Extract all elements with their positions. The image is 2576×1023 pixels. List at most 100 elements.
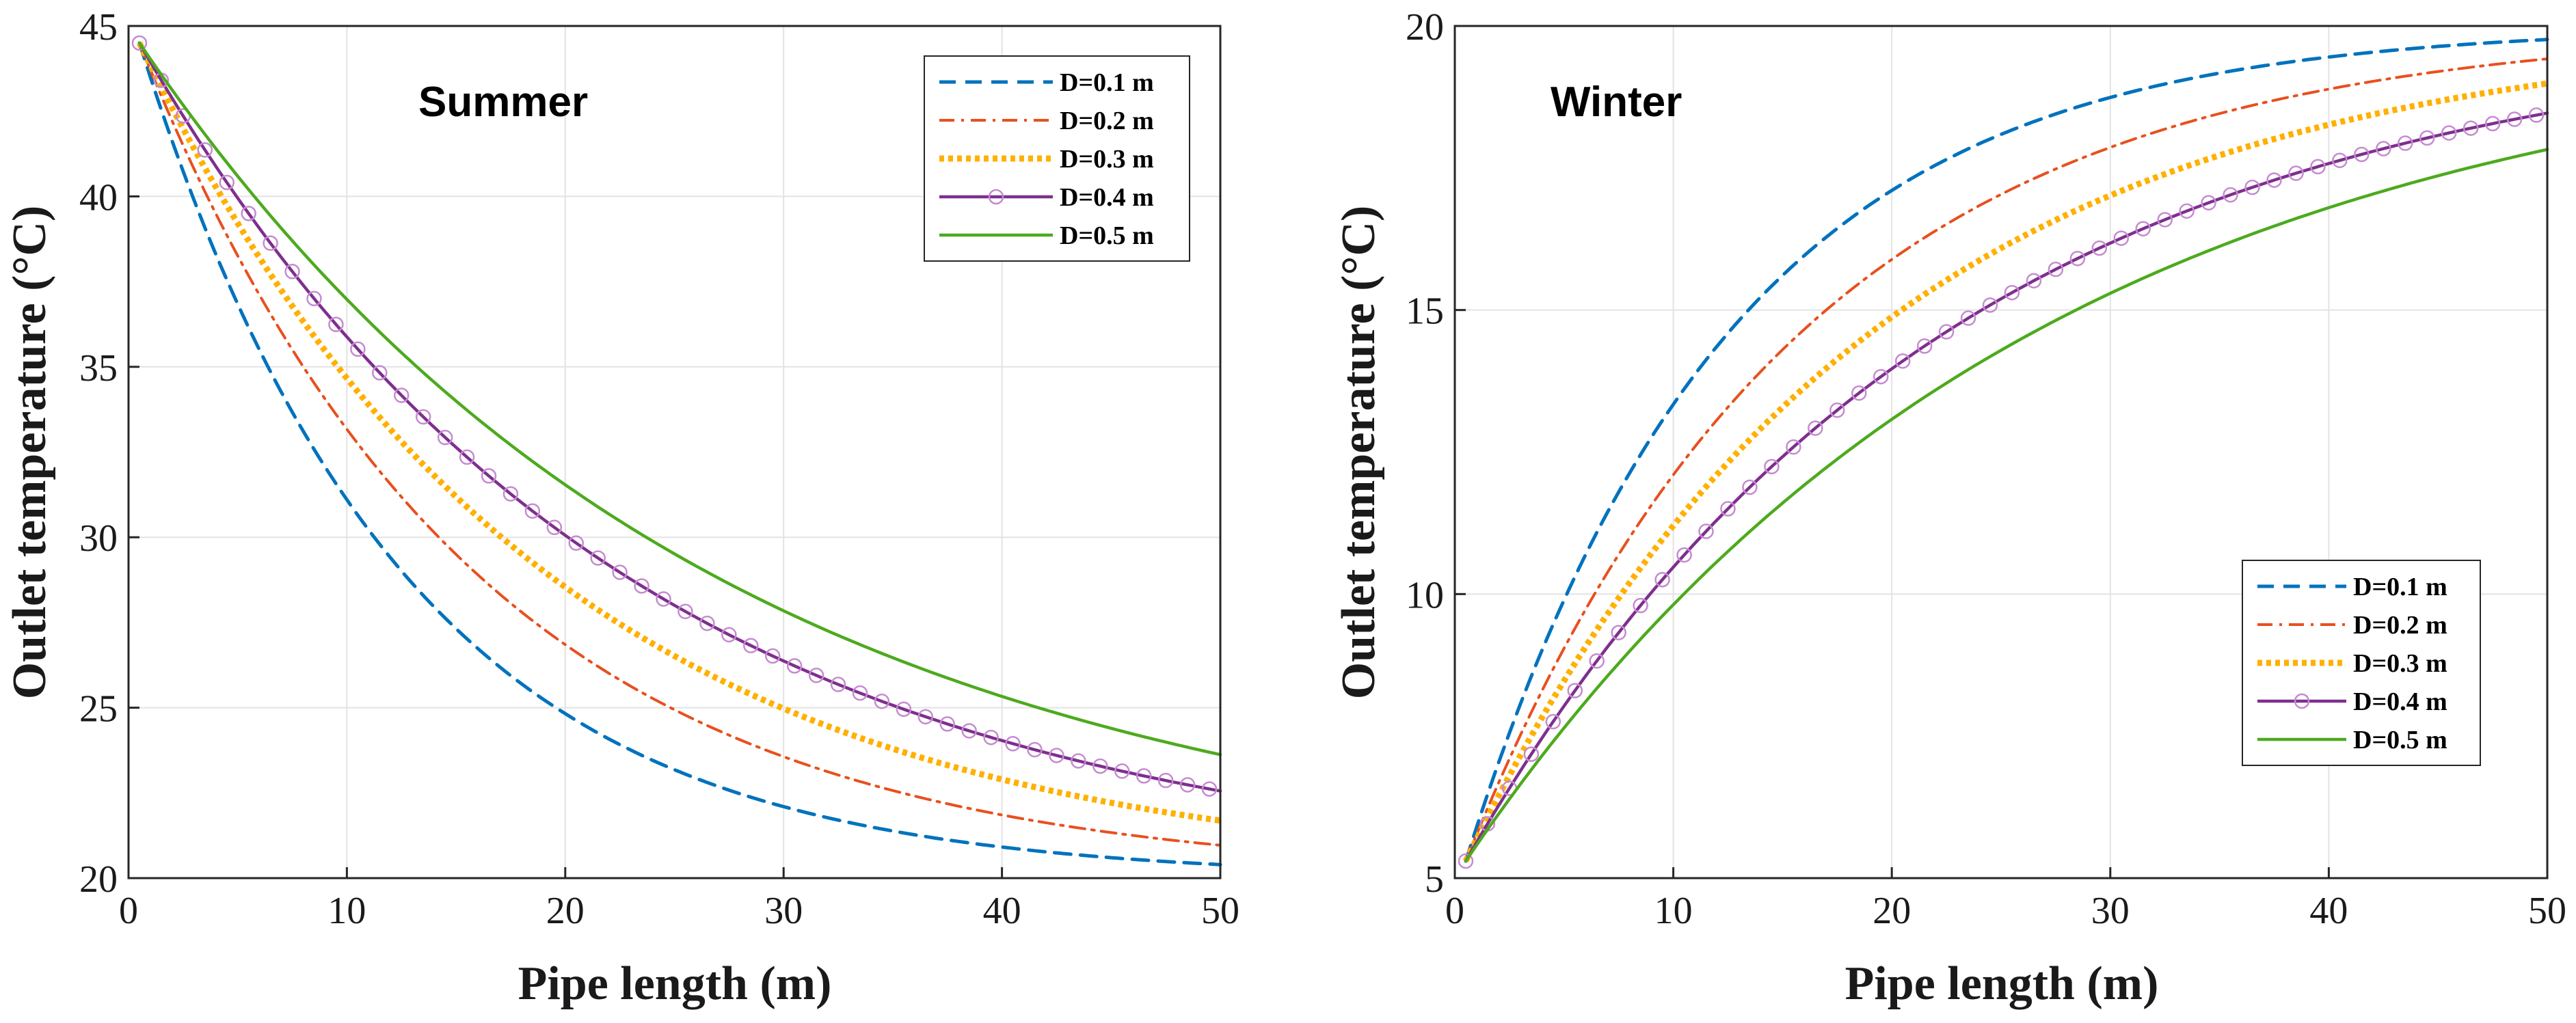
series-marker: [939, 716, 955, 732]
series-marker: [808, 668, 824, 683]
series-marker: [219, 174, 234, 191]
series-marker: [2441, 125, 2457, 141]
series-marker: [1611, 625, 1626, 640]
series-marker: [1873, 368, 1889, 385]
series-marker: [1916, 338, 1933, 354]
series-marker: [2266, 172, 2282, 188]
series-marker: [786, 658, 803, 674]
series-marker: [2463, 120, 2479, 136]
series-marker: [306, 290, 322, 307]
series-marker: [2004, 284, 2020, 301]
legend-label: D=0.3 m: [1060, 145, 1154, 174]
series-marker: [284, 264, 300, 279]
series-marker: [1092, 758, 1108, 774]
x-tick-label: 50: [1201, 890, 1239, 932]
x-tick-label: 40: [2309, 890, 2348, 932]
series-marker: [1654, 571, 1670, 588]
series-marker: [1136, 768, 1152, 784]
series-marker: [2419, 130, 2435, 146]
series-marker: [1589, 653, 1605, 669]
series-marker: [546, 519, 563, 536]
series-line-d-0-1-m: [137, 41, 1222, 867]
series-marker: [2354, 146, 2370, 163]
series-marker: [852, 685, 868, 701]
series-marker: [612, 564, 628, 580]
winter-tick-labels: 0 10 20 30 40 50 5 10 15 20: [1406, 6, 2566, 932]
series-marker: [1071, 753, 1086, 769]
series-marker: [437, 429, 453, 446]
x-tick-label: 50: [2528, 890, 2566, 932]
legend-label: D=0.2 m: [1060, 107, 1154, 135]
series-marker: [568, 535, 585, 551]
series-marker: [917, 709, 934, 725]
series-marker: [1938, 324, 1955, 340]
series-marker: [1894, 353, 1911, 369]
series-marker: [634, 578, 649, 594]
series-line-d-0-5-m: [1464, 148, 2549, 863]
legend-label: D=0.5 m: [1060, 221, 1154, 250]
winter-x-axis-label: Pipe length (m): [1845, 957, 2159, 1010]
series-marker: [1179, 777, 1196, 793]
series-marker: [1982, 297, 1998, 313]
summer-tick-labels: 0 10 20 30 40 50 20 25 30 35 40 45: [79, 6, 1239, 932]
series-line-d-0-1-m: [1464, 38, 2549, 863]
legend-label: D=0.3 m: [2353, 649, 2447, 678]
x-tick-label: 20: [546, 890, 585, 932]
series-marker: [131, 35, 148, 51]
series-marker: [2135, 221, 2151, 236]
y-tick-label: 40: [79, 176, 118, 219]
series-line-d-0-2-m: [138, 41, 1222, 847]
x-tick-label: 40: [983, 890, 1021, 932]
series-marker: [2310, 159, 2326, 175]
y-tick-label: 5: [1425, 858, 1444, 901]
series-marker: [1157, 772, 1174, 789]
series-marker: [2201, 195, 2216, 210]
series-marker: [1720, 501, 1736, 517]
series-marker: [1049, 748, 1064, 763]
summer-series: [131, 35, 1222, 867]
y-tick-label: 15: [1406, 290, 1444, 333]
summer-chart: 0 10 20 30 40 50 20 25 30 35 40 45 Summer Pipe leng…: [3, 6, 1239, 1010]
series-marker: [590, 550, 606, 566]
series-marker: [328, 316, 344, 333]
summer-legend: D=0.1 m D=0.2 m D=0.3 m D=0.4 m D=0.5 m: [924, 55, 1190, 262]
series-marker: [1851, 385, 1867, 401]
series-marker: [961, 723, 977, 739]
legend-label: D=0.4 m: [1060, 183, 1154, 212]
legend-label: D=0.1 m: [1060, 68, 1154, 97]
y-tick-label: 10: [1406, 574, 1444, 616]
summer-plot-frame: [127, 25, 1222, 879]
series-marker: [350, 341, 366, 357]
series-line-d-0-3-m: [1462, 80, 2548, 863]
series-marker: [459, 449, 475, 465]
x-tick-label: 30: [2091, 890, 2130, 932]
series-line-d-0-5-m: [137, 41, 1222, 756]
summer-x-axis-label: Pipe length (m): [518, 957, 832, 1010]
winter-legend-box: [2242, 560, 2481, 766]
series-marker: [1829, 403, 1845, 418]
series-marker: [1567, 683, 1583, 698]
series-marker: [2048, 261, 2064, 277]
series-marker: [263, 235, 278, 251]
series-marker: [394, 387, 410, 403]
y-tick-label: 20: [79, 858, 118, 901]
series-marker: [481, 468, 497, 484]
series-marker: [197, 142, 213, 158]
series-marker: [2484, 115, 2501, 132]
series-marker: [2113, 230, 2130, 246]
series-marker: [2091, 240, 2108, 256]
winter-plot-frame: [1453, 25, 2549, 879]
x-tick-label: 30: [764, 890, 803, 932]
series-marker: [524, 503, 541, 519]
series-line-d-0-2-m: [1464, 57, 2549, 863]
series-marker: [2157, 212, 2173, 228]
x-tick-label: 0: [119, 890, 138, 932]
series-marker: [2528, 107, 2545, 123]
legend-label: D=0.5 m: [2353, 726, 2447, 754]
series-marker: [656, 591, 671, 607]
legend-marker: [2294, 693, 2310, 709]
winter-chart: 0 10 20 30 40 50 5 10 15 20 Winter Pipe length (m…: [1332, 6, 2566, 1010]
winter-legend: D=0.1 m D=0.2 m D=0.3 m D=0.4 m D=0.5 m: [2242, 560, 2481, 766]
series-marker: [2288, 165, 2304, 181]
series-marker: [764, 648, 781, 664]
